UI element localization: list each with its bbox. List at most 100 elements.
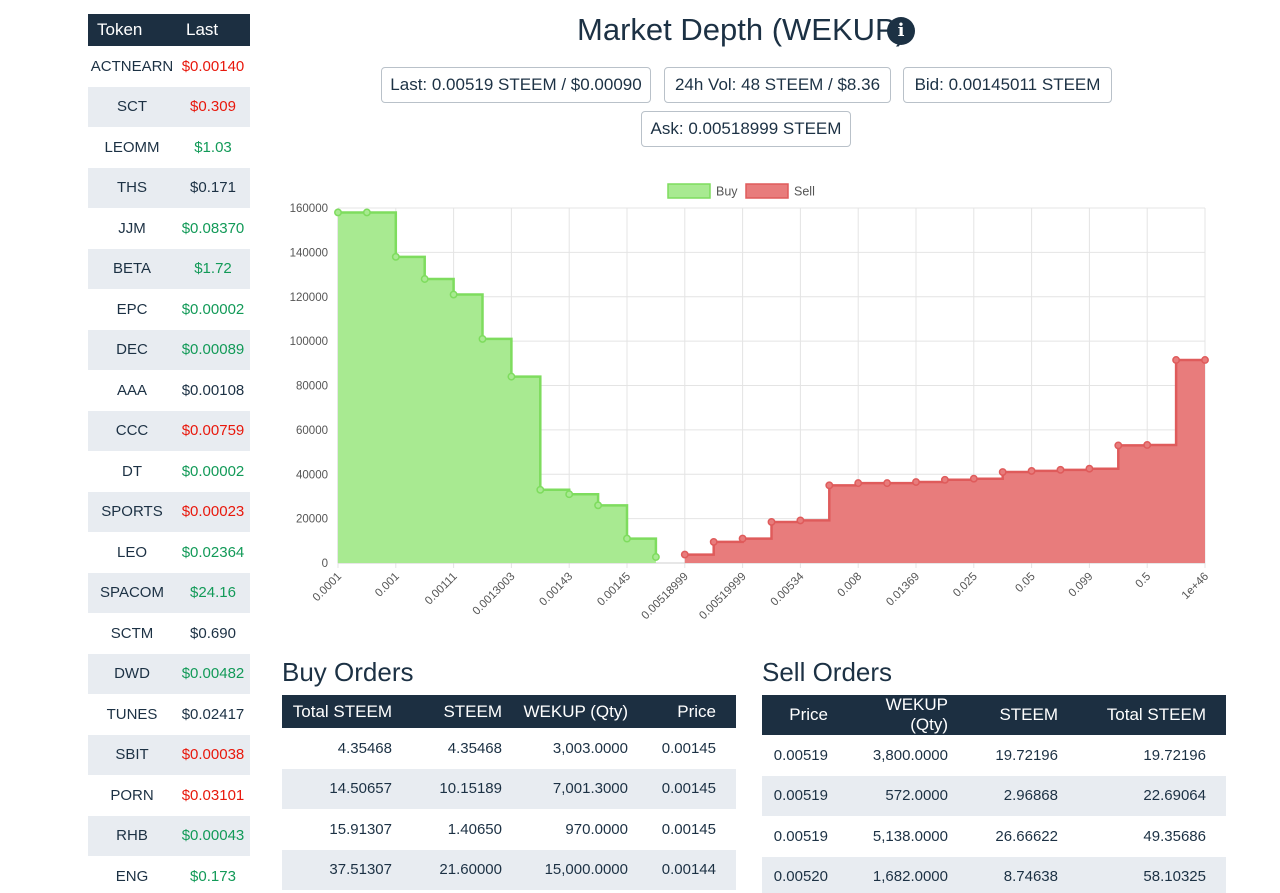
token-column-header[interactable]: Token — [88, 14, 176, 46]
token-row[interactable]: TUNES $0.02417 — [88, 694, 250, 735]
buy-point — [594, 501, 603, 510]
token-last-price: $0.173 — [190, 867, 236, 885]
sell-order-cell: 58.10325 — [1078, 856, 1226, 893]
token-symbol[interactable]: SCT — [88, 86, 176, 127]
token-row[interactable]: SCT $0.309 — [88, 86, 250, 127]
token-row[interactable]: DEC $0.00089 — [88, 329, 250, 370]
x-tick-label: 1e+46 — [1180, 571, 1211, 602]
buy-point — [507, 372, 516, 381]
token-row[interactable]: AAA $0.00108 — [88, 370, 250, 411]
token-row[interactable]: PORN $0.03101 — [88, 775, 250, 816]
sell-order-cell: 2.96868 — [968, 775, 1078, 816]
token-row[interactable]: ACTNEARN $0.00140 — [88, 46, 250, 87]
token-row[interactable]: THS $0.171 — [88, 167, 250, 208]
sell-order-row[interactable]: 0.00519 5,138.0000 26.66622 49.35686 — [762, 816, 1226, 857]
y-tick-label: 20000 — [296, 514, 328, 526]
sell-order-row[interactable]: 0.00520 1,682.0000 8.74638 58.10325 — [762, 856, 1226, 893]
market-depth-chart: 0 20000 40000 60000 80000 100000 120000 140000 1… — [290, 183, 1211, 622]
token-last-price: $0.00043 — [176, 815, 250, 856]
token-symbol[interactable]: SCTM — [110, 624, 154, 642]
sell-column-header[interactable]: Total STEEM — [1078, 695, 1226, 735]
x-tick-label: 0.5 — [1134, 571, 1154, 591]
buy-order-cell: 4.35468 — [337, 739, 392, 757]
info-circle-icon[interactable]: i — [887, 17, 915, 45]
token-symbol[interactable]: CCC — [88, 410, 176, 451]
last-price-stat: Last: 0.00519 STEEM / $0.00090 — [381, 67, 651, 103]
y-tick-label: 120000 — [290, 292, 328, 304]
x-tick-label: 0.01369 — [884, 571, 922, 609]
sell-order-row[interactable]: 0.00519 572.0000 2.96868 22.69064 — [762, 775, 1226, 816]
token-symbol[interactable]: DEC — [88, 329, 176, 370]
buy-order-cell: 10.15189 — [412, 768, 522, 809]
token-symbol[interactable]: LEOMM — [104, 138, 160, 156]
token-symbol[interactable]: SBIT — [88, 734, 176, 775]
token-row[interactable]: SPORTS $0.00023 — [88, 491, 250, 532]
token-row[interactable]: SBIT $0.00038 — [88, 734, 250, 775]
buy-order-row[interactable]: 37.51307 21.60000 15,000.0000 0.00144 — [282, 849, 736, 890]
token-symbol[interactable]: RHB — [88, 815, 176, 856]
token-symbol[interactable]: ENG — [115, 867, 149, 885]
token-row[interactable]: LEO $0.02364 — [88, 532, 250, 573]
x-tick-label: 0.099 — [1067, 571, 1096, 600]
y-tick-label: 80000 — [296, 381, 328, 393]
token-row[interactable]: JJM $0.08370 — [88, 208, 250, 249]
y-tick-label: 40000 — [296, 469, 328, 481]
token-symbol[interactable]: ACTNEARN — [90, 57, 174, 75]
token-symbol[interactable]: THS — [88, 167, 176, 208]
ask-stat: Ask: 0.00518999 STEEM — [641, 111, 851, 147]
sell-order-cell: 26.66622 — [995, 827, 1058, 845]
token-last-price: $0.00482 — [176, 653, 250, 694]
sell-column-header[interactable]: STEEM — [968, 695, 1078, 735]
sell-order-row[interactable]: 0.00519 3,800.0000 19.72196 19.72196 — [762, 735, 1226, 776]
buy-order-cell: 7,001.3000 — [522, 768, 648, 809]
token-symbol[interactable]: EPC — [116, 300, 148, 318]
buy-order-row[interactable]: 4.35468 4.35468 3,003.0000 0.00145 — [282, 728, 736, 769]
token-symbol[interactable]: PORN — [110, 786, 154, 804]
sell-point — [1143, 441, 1152, 449]
x-tick-label: 0.001 — [373, 571, 402, 600]
token-symbol[interactable]: SPORTS — [88, 491, 176, 532]
buy-order-cell: 4.35468 — [447, 739, 502, 757]
sell-column-header[interactable]: WEKUP (Qty) — [848, 695, 968, 735]
token-row[interactable]: DWD $0.00482 — [88, 653, 250, 694]
buy-order-row[interactable]: 15.91307 1.40650 970.0000 0.00145 — [282, 809, 736, 850]
token-row[interactable]: EPC $0.00002 — [88, 289, 250, 330]
token-row[interactable]: SPACOM $24.16 — [88, 572, 250, 613]
token-symbol[interactable]: AAA — [116, 381, 147, 399]
sell-order-cell: 0.00519 — [773, 827, 828, 845]
token-symbol[interactable]: DT — [122, 462, 142, 480]
sell-point — [767, 518, 776, 526]
sell-order-cell: 8.74638 — [968, 856, 1078, 893]
token-symbol[interactable]: TUNES — [106, 705, 158, 723]
buy-order-cell: 0.00145 — [661, 739, 716, 757]
token-symbol[interactable]: LEO — [116, 543, 147, 561]
buy-column-header[interactable]: Price — [648, 695, 736, 728]
token-last-price: $0.00108 — [181, 381, 245, 399]
token-row[interactable]: CCC $0.00759 — [88, 410, 250, 451]
buy-column-header[interactable]: Total STEEM — [282, 695, 412, 728]
token-symbol[interactable]: JJM — [118, 219, 146, 237]
buy-column-header[interactable]: WEKUP (Qty) — [522, 695, 648, 728]
token-row[interactable]: DT $0.00002 — [88, 451, 250, 492]
token-last-price: $1.03 — [194, 138, 232, 156]
token-symbol[interactable]: DWD — [88, 653, 176, 694]
sell-order-cell: 1,682.0000 — [848, 856, 968, 893]
token-symbol[interactable]: SPACOM — [88, 572, 176, 613]
last-column-header[interactable]: Last — [176, 14, 250, 46]
sell-point — [854, 479, 863, 488]
token-row[interactable]: BETA $1.72 — [88, 248, 250, 289]
token-row[interactable]: SCTM $0.690 — [88, 613, 250, 654]
token-row[interactable]: RHB $0.00043 — [88, 815, 250, 856]
buy-orders-table: Total STEEM STEEM WEKUP (Qty) Price 4.35468… — [282, 695, 736, 890]
token-symbol[interactable]: BETA — [88, 248, 176, 289]
sell-point — [1114, 441, 1123, 450]
buy-column-header[interactable]: STEEM — [412, 695, 522, 728]
y-tick-label: 100000 — [290, 336, 328, 348]
token-row[interactable]: LEOMM $1.03 — [88, 127, 250, 168]
sell-column-header[interactable]: Price — [762, 695, 848, 735]
volume-stat: 24h Vol: 48 STEEM / $8.36 — [664, 67, 891, 103]
token-last-price: $0.02417 — [181, 705, 245, 723]
token-last-price: $0.02364 — [181, 543, 245, 561]
token-row[interactable]: ENG $0.173 — [88, 856, 250, 893]
buy-order-row[interactable]: 14.50657 10.15189 7,001.3000 0.00145 — [282, 768, 736, 809]
